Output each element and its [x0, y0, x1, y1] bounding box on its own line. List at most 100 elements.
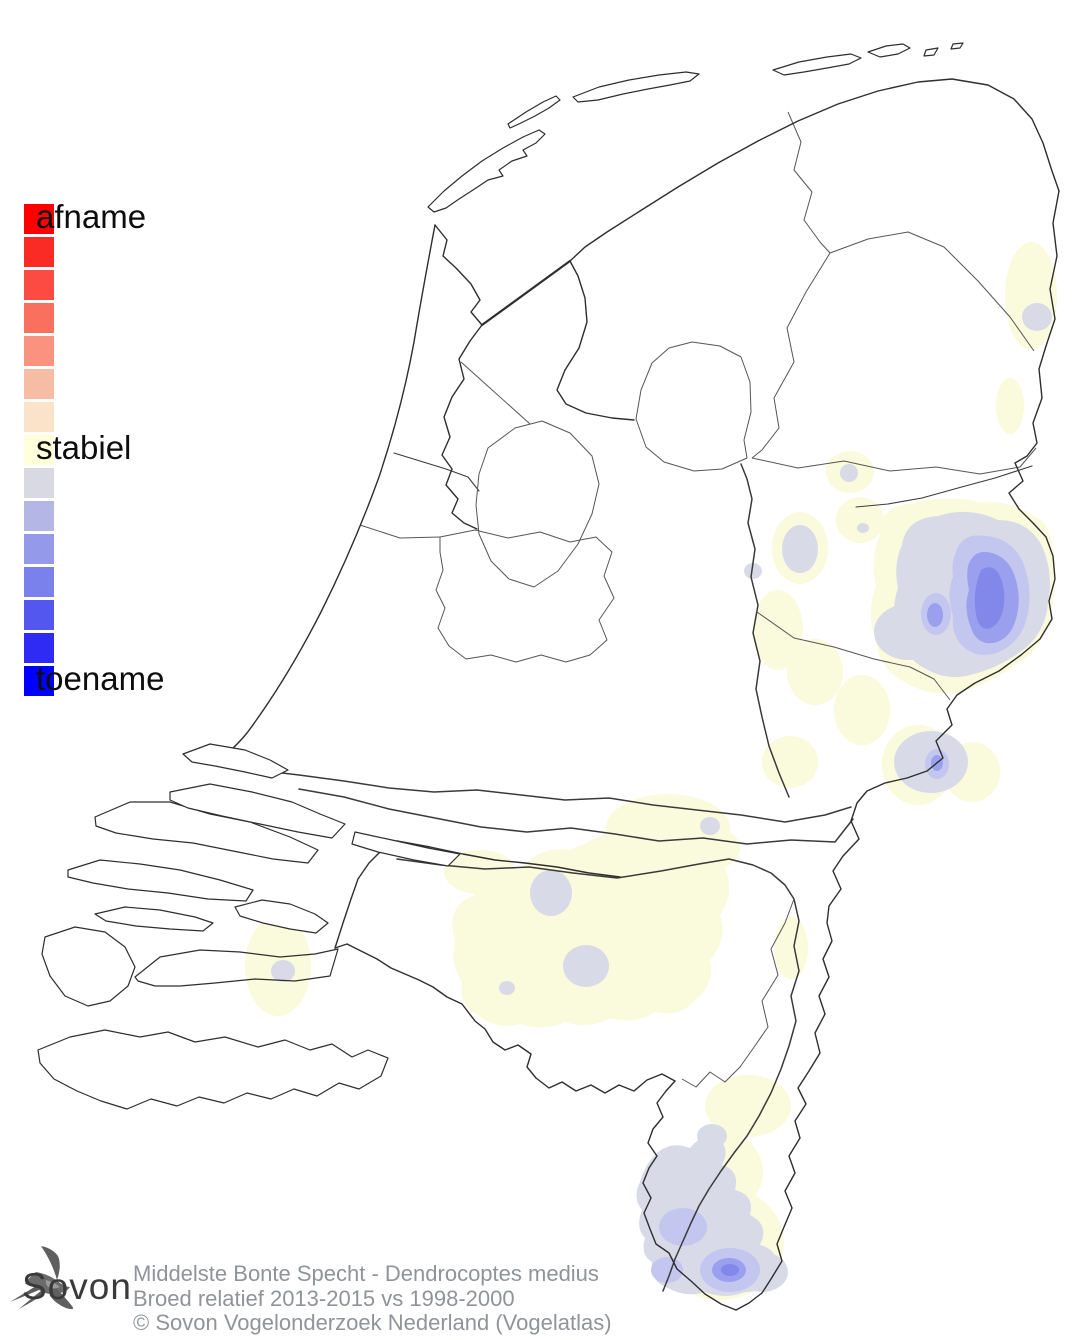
island-schiermonnikoog: [867, 43, 911, 58]
houtribdijk: [460, 361, 531, 425]
legend-swatch-3: [24, 270, 54, 300]
toename-blob: [499, 981, 515, 995]
toename-blob: [840, 464, 858, 482]
caption-period: Broed relatief 2013-2015 vs 1998-2000: [133, 1285, 515, 1311]
border-groningen-drenthe: [829, 231, 1035, 352]
island-ameland: [772, 53, 862, 76]
legend-swatch-8: [24, 435, 54, 465]
toename-level4-regions: [721, 567, 1005, 1276]
legend-swatch-1: [24, 204, 54, 234]
legend: [24, 204, 54, 699]
legend-swatch-4: [24, 303, 54, 333]
toename-blob: [697, 1124, 727, 1148]
border-brabant-limburg: [681, 898, 795, 1088]
island-schouwen: [67, 859, 254, 902]
toename-blob: [1022, 303, 1052, 331]
border-friesland-groningen: [787, 111, 831, 254]
border-overijssel-gelderland: [756, 611, 951, 701]
europoort: [182, 743, 289, 779]
stabiel-blob: [836, 497, 884, 543]
afsluitdijk: [480, 259, 572, 327]
island-hoeksche-waard: [351, 831, 461, 867]
toename-blob: [857, 523, 869, 533]
stabiel-blob: [1005, 242, 1057, 350]
toename-blob: [927, 603, 943, 627]
islands: [37, 42, 964, 1110]
river-lek: [212, 761, 852, 823]
wadden-coast: [569, 78, 1060, 262]
island-tholen: [234, 899, 329, 934]
river-waal: [298, 788, 854, 845]
sovon-logo-text: Sovon: [22, 1266, 132, 1307]
legend-swatch-2: [24, 237, 54, 267]
noordholland-top-coast: [434, 224, 483, 326]
border-drenthe-overijssel: [751, 447, 1037, 475]
rivers: [212, 452, 1033, 1292]
friesland-ijsselmeer-coast: [556, 260, 635, 421]
belgian-border-brabant: [334, 943, 676, 1094]
stabiel-blob: [452, 839, 729, 1028]
legend-swatch-13: [24, 600, 54, 630]
legend-swatch-5: [24, 336, 54, 366]
swallow-facet: [45, 1280, 60, 1289]
border-friesland-drenthe: [751, 252, 831, 459]
legend-swatch-7: [24, 402, 54, 432]
swallow-tail-streamer: [10, 1286, 39, 1302]
stabiel-blob: [753, 590, 803, 670]
river-vecht: [855, 465, 1033, 508]
flevopolder-outline: [475, 420, 600, 588]
german-border: [735, 190, 1060, 1311]
river-ijssel: [740, 463, 790, 798]
toename-blob: [659, 1208, 707, 1246]
toename-blob: [721, 1264, 739, 1276]
zeeuws-vlaanderen: [37, 1029, 389, 1110]
legend-label-toename: toename: [36, 660, 165, 697]
toename-blob: [700, 817, 720, 835]
hollands-diep-shore: [396, 840, 621, 878]
west-brabant-coast: [334, 840, 398, 949]
province-borders: [359, 111, 1037, 1088]
border-noordholland-zuidholland: [359, 524, 441, 539]
toename-blob: [744, 563, 762, 579]
legend-swatch-9: [24, 468, 54, 498]
stabiel-blob: [834, 675, 890, 745]
swallow-wing-lower: [49, 1286, 74, 1310]
border-utrecht: [435, 529, 615, 663]
stabiel-blob: [787, 639, 843, 705]
legend-swatch-6: [24, 369, 54, 399]
island-voorne-putten: [169, 783, 346, 839]
noordzeekanaal: [393, 452, 480, 492]
toename-blob: [271, 960, 295, 982]
map-caption: Middelste Bonte Specht - Dendrocoptes me…: [133, 1261, 612, 1336]
legend-label-afname: afname: [36, 198, 147, 235]
caption-species: Middelste Bonte Specht - Dendrocoptes me…: [133, 1261, 599, 1286]
west-coast: [212, 224, 436, 763]
island-vlieland: [507, 95, 561, 129]
legend-swatch-11: [24, 534, 54, 564]
belgian-border-limburg: [642, 1080, 737, 1311]
noordholland-east-coast: [441, 324, 483, 530]
stabiel-blob: [774, 917, 808, 979]
island-walcheren: [41, 926, 136, 1007]
legend-swatch-14: [24, 633, 54, 663]
island-rottum-2: [950, 42, 964, 50]
swallow-wing-upper: [41, 1246, 60, 1280]
island-terschelling: [572, 71, 700, 103]
legend-label-stabiel: stabiel: [36, 429, 132, 466]
toename-blob: [974, 567, 1005, 629]
stabiel-blob: [762, 736, 818, 788]
island-zuid-beveland: [134, 948, 339, 987]
coastline: [212, 78, 1060, 1311]
river-maas: [396, 858, 800, 1292]
caption-copyright: © Sovon Vogelonderzoek Nederland (Vogela…: [133, 1310, 612, 1335]
island-rottum: [923, 47, 939, 57]
legend-swatch-10: [24, 501, 54, 531]
legend-swatch-15: [24, 666, 54, 696]
noordoostpolder-outline: [635, 341, 752, 472]
toename-blob: [563, 945, 609, 987]
island-texel: [427, 129, 546, 213]
toename-blob: [530, 870, 572, 916]
toename-blob: [782, 525, 818, 573]
